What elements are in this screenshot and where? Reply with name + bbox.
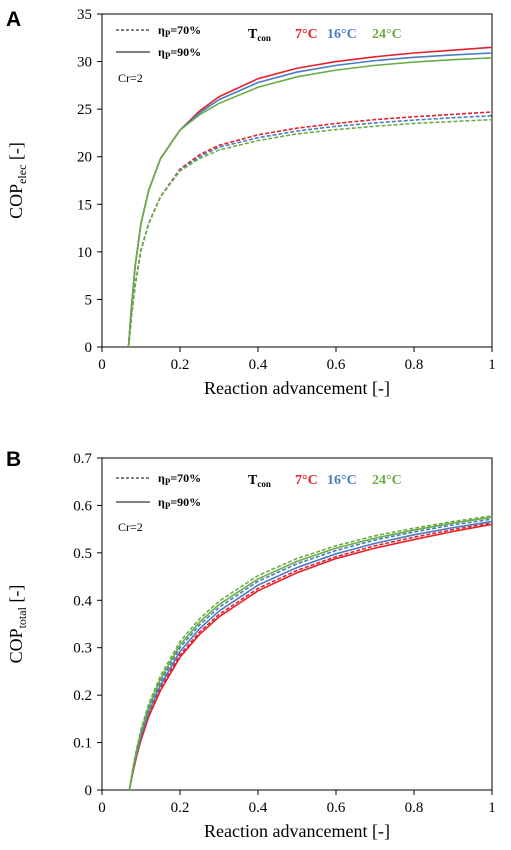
y-axis-title-main: COP	[6, 184, 26, 219]
legend-note: Cr=2	[118, 71, 143, 85]
series-line-16c-90pct	[127, 52, 493, 348]
y-axis-title: COPtotal [-]	[6, 585, 29, 664]
tcon-sub: con	[257, 33, 271, 43]
legend-note: Cr=2	[118, 520, 143, 534]
y-tick-label: 0	[85, 783, 93, 799]
legend-temp-0: 7°C	[295, 473, 318, 488]
tcon-main: T	[248, 27, 258, 42]
legend-eta-symbol: η	[158, 23, 165, 37]
y-tick-label: 10	[77, 245, 92, 261]
x-tick-label: 1	[488, 357, 496, 373]
y-tick-label: 15	[77, 197, 92, 213]
legend-label-solid: ηP=90%	[158, 45, 201, 61]
tcon-label: Tcon	[248, 27, 271, 43]
y-tick-label: 0.1	[73, 736, 92, 752]
series-line-16c-70pct	[127, 115, 493, 348]
chart-panel-b: B 0 0.2 0.4 0.6 0.8 1 0 0.1 0.2 0.3 0.4 0.5 0.6 0.7 Re…	[6, 448, 496, 841]
legend-eta-symbol: η	[158, 471, 165, 485]
series-line-24c-70pct	[128, 515, 493, 791]
x-tick-label: 0.4	[249, 800, 268, 816]
legend-eta-symbol: η	[158, 45, 165, 59]
legend-temp-2: 24°C	[372, 473, 402, 488]
x-tick-label: 0.8	[405, 357, 424, 373]
legend-label-dashed: ηP=70%	[158, 23, 201, 39]
legend-eta-sub: P	[165, 477, 171, 487]
y-axis-title-sub: elec	[15, 165, 29, 184]
series-line-7c-70pct	[127, 111, 493, 348]
series-line-16c-90pct	[128, 520, 493, 791]
y-tick-label: 0.7	[73, 451, 92, 467]
y-tick-label: 30	[77, 55, 92, 71]
x-tick-label: 0	[98, 800, 106, 816]
series-line-16c-70pct	[128, 518, 493, 791]
y-axis-title: COPelec [-]	[6, 142, 29, 219]
tcon-label: Tcon	[248, 473, 271, 489]
y-tick-label: 0	[85, 340, 93, 356]
x-tick-label: 0.6	[327, 357, 346, 373]
y-tick-label: 20	[77, 150, 92, 166]
plot-frame	[101, 13, 493, 348]
legend-eta-value: =70%	[170, 471, 201, 485]
legend-temp-1: 16°C	[327, 473, 357, 488]
legend-eta-sub: P	[165, 29, 171, 39]
plot-area-b: 0 0.2 0.4 0.6 0.8 1 0 0.1 0.2 0.3 0.4 0.5 0.6 0.7 Reac…	[6, 451, 496, 841]
y-tick-label: 0.4	[73, 593, 92, 609]
legend-eta-symbol: η	[158, 495, 165, 509]
y-axis-title-sub: total	[15, 606, 29, 628]
legend-temp-0: 7°C	[295, 27, 318, 42]
series-line-24c-90pct	[127, 56, 493, 348]
legend-label-dashed: ηP=70%	[158, 471, 201, 487]
x-tick-label: 0.2	[171, 800, 190, 816]
y-tick-label: 0.2	[73, 688, 92, 704]
tcon-sub: con	[257, 479, 271, 489]
x-tick-label: 1	[488, 800, 496, 816]
series-line-24c-70pct	[127, 118, 493, 348]
panel-letter-b: B	[6, 448, 21, 471]
x-axis-title: Reaction advancement [-]	[204, 821, 390, 841]
x-tick-label: 0.4	[249, 357, 268, 373]
legend-temp-1: 16°C	[327, 27, 357, 42]
x-tick-label: 0.8	[405, 800, 424, 816]
y-axis-title-unit: [-]	[6, 585, 26, 607]
series-line-7c-90pct	[127, 46, 493, 348]
y-tick-label: 0.6	[73, 498, 92, 514]
y-tick-label: 35	[77, 7, 92, 23]
x-tick-label: 0	[98, 357, 106, 373]
y-axis-title-main: COP	[6, 628, 26, 663]
x-axis-title: Reaction advancement [-]	[204, 378, 390, 398]
legend-eta-value: =90%	[170, 45, 201, 59]
y-axis-title-unit: [-]	[6, 142, 26, 164]
x-tick-label: 0.6	[327, 800, 346, 816]
panel-letter-a: A	[6, 8, 21, 31]
y-tick-label: 5	[85, 292, 93, 308]
legend-label-solid: ηP=90%	[158, 495, 201, 511]
series-line-7c-90pct	[128, 523, 493, 791]
plot-frame	[101, 457, 493, 791]
legend-eta-sub: P	[165, 51, 171, 61]
y-tick-label: 25	[77, 102, 92, 118]
y-tick-label: 0.3	[73, 641, 92, 657]
legend-eta-value: =70%	[170, 23, 201, 37]
x-tick-label: 0.2	[171, 357, 190, 373]
legend-temp-2: 24°C	[372, 27, 402, 42]
tcon-main: T	[248, 473, 258, 488]
legend-eta-sub: P	[165, 501, 171, 511]
legend-eta-value: =90%	[170, 495, 201, 509]
y-tick-label: 0.5	[73, 546, 92, 562]
